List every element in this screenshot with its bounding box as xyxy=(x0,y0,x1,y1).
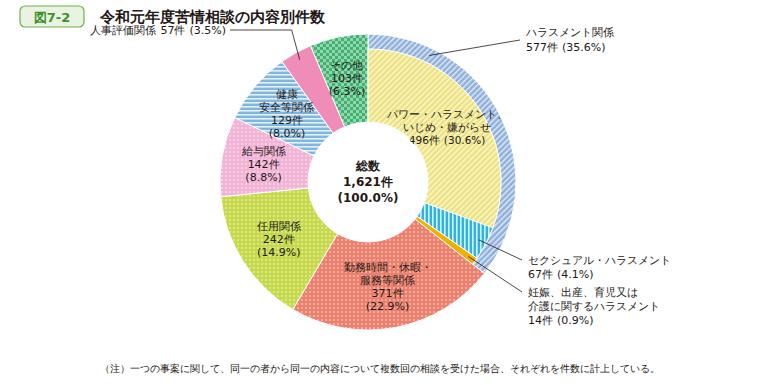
sub-slice-label-part: セクシュアル・ハラスメント xyxy=(528,254,671,267)
figure-label-part: 図7-2 xyxy=(34,10,71,25)
sub-slice-label: パワー・ハラスメント、 xyxy=(386,108,508,120)
sub-slice-label-part: (4.1%) xyxy=(557,268,594,281)
slice-label: 給与関係 xyxy=(241,145,286,158)
total-percent-part: (100.0%) xyxy=(338,191,399,205)
sub-slice-label-part: 介護に関するハラスメント xyxy=(528,300,660,313)
slice-label-part: 242件 xyxy=(263,233,295,246)
slice-label: 安全等関係 xyxy=(259,101,314,114)
slice-label: 371件 xyxy=(372,287,404,300)
slice-label: (22.9%) xyxy=(366,300,410,313)
slice-label: (6.3%) xyxy=(329,85,366,98)
sub-slice-label-part: 14件 xyxy=(528,314,553,327)
slice-label: 人事評価関係 57件 (3.5%) xyxy=(90,24,226,37)
sub-slice-label-part: 67件 xyxy=(528,268,553,281)
sub-slice-label: いじめ・嫌がらせ xyxy=(403,121,491,133)
chart: 図7-2令和元年度苦情相談の内容別件数ハラスメント関係577件(35.6%)勤務… xyxy=(0,0,760,385)
note: （注）一つの事案に関して、同一の者から同一の内容について複数回の相談を受けた場合… xyxy=(100,363,660,374)
sub-slice-label: 496件 (30.6%) xyxy=(409,134,486,146)
slice-label-part: 57件 xyxy=(160,24,185,37)
leader-line xyxy=(468,257,522,292)
slice-label: 服務等関係 xyxy=(360,274,415,287)
center: 総数 1,621件 (100.0%) xyxy=(309,123,427,241)
total-label-part: 総数 xyxy=(355,159,381,173)
slice-label-part: 給与関係 xyxy=(241,145,286,158)
slice-label-part: 129件 xyxy=(271,114,303,127)
total-value: 1,621件 xyxy=(343,175,393,189)
slice-label: (8.8%) xyxy=(245,171,282,184)
slice-label-part: (3.5%) xyxy=(189,24,226,37)
sub-slice-label: 介護に関するハラスメント xyxy=(528,300,660,313)
slice-label-part: (8.8%) xyxy=(245,171,282,184)
slice-label: (8.0%) xyxy=(269,127,306,140)
slice-label: (14.9%) xyxy=(257,246,301,259)
slice-label-part: 服務等関係 xyxy=(360,274,415,287)
slice-label-part: 371件 xyxy=(372,287,404,300)
leader-line xyxy=(479,240,522,260)
sub-slice-label: 妊娠、出産、育児又は xyxy=(528,286,638,299)
slice-label: その他 xyxy=(330,59,363,72)
donut xyxy=(220,34,516,330)
slice-label-part: 安全等関係 xyxy=(259,101,314,114)
slice-label-part: 任用関係 xyxy=(256,220,301,233)
note-part: （注）一つの事案に関して、同一の者から同一の内容について複数回の相談を受けた場合… xyxy=(100,363,660,374)
sub-slice-label: 67件 (4.1%) xyxy=(528,268,594,281)
sub-slice-label-part: (0.9%) xyxy=(557,314,594,327)
slice-label: 103件 xyxy=(331,72,363,85)
total-label: 総数 xyxy=(355,159,381,173)
figure-label-box xyxy=(20,6,84,27)
slice-label-part: ハラスメント関係 xyxy=(525,26,614,39)
sub-slice-label-part: (30.6%) xyxy=(444,134,486,146)
slice-label-part: 健康 xyxy=(276,88,298,101)
slice-label: 健康 xyxy=(276,88,298,101)
total-percent: (100.0%) xyxy=(338,191,399,205)
sub-slice-label-part: 496件 xyxy=(409,134,440,146)
center-hole xyxy=(309,123,427,241)
leader-line xyxy=(230,30,300,60)
slice-label: ハラスメント関係 xyxy=(525,26,614,39)
slice-label: 242件 xyxy=(263,233,295,246)
sub-slice-label-part: いじめ・嫌がらせ xyxy=(403,121,491,133)
slice xyxy=(310,34,368,127)
slice-label-part: その他 xyxy=(330,59,363,72)
sub-slice-label-part: 妊娠、出産、育児又は xyxy=(528,286,638,299)
labels: ハラスメント関係 577件 (35.6%) 勤務時間・休暇・服務等関係371件(22.… xyxy=(90,24,671,327)
leader-line xyxy=(429,40,520,55)
sub-slice-label: 14件 (0.9%) xyxy=(528,314,594,327)
slice-label-part: 577件 xyxy=(526,41,558,54)
slice-label: 129件 xyxy=(271,114,303,127)
sub-slice xyxy=(415,216,477,264)
slice-label-part: (14.9%) xyxy=(257,246,301,259)
figure-label: 図7-2 xyxy=(34,10,71,25)
slice-label-part: (6.3%) xyxy=(329,85,366,98)
slice-label: 577件 (35.6%) xyxy=(526,41,606,54)
sub-slice-label-part: パワー・ハラスメント、 xyxy=(386,108,508,120)
slice-label: 142件 xyxy=(248,158,280,171)
slice-label-part: 勤務時間・休暇・ xyxy=(344,261,432,274)
total-value-part: 1,621件 xyxy=(343,175,393,189)
slice-label-part: (22.9%) xyxy=(366,300,410,313)
slice-label-part: 103件 xyxy=(331,72,363,85)
slice-label-part: (8.0%) xyxy=(269,127,306,140)
slice-label: 任用関係 xyxy=(256,220,301,233)
slice-label: 勤務時間・休暇・ xyxy=(344,261,432,274)
slice-label-part: (35.6%) xyxy=(562,41,606,54)
sub-slice-label: セクシュアル・ハラスメント xyxy=(528,254,671,267)
slice-label-part: 142件 xyxy=(248,158,280,171)
slice-label-part: 人事評価関係 xyxy=(90,24,156,37)
